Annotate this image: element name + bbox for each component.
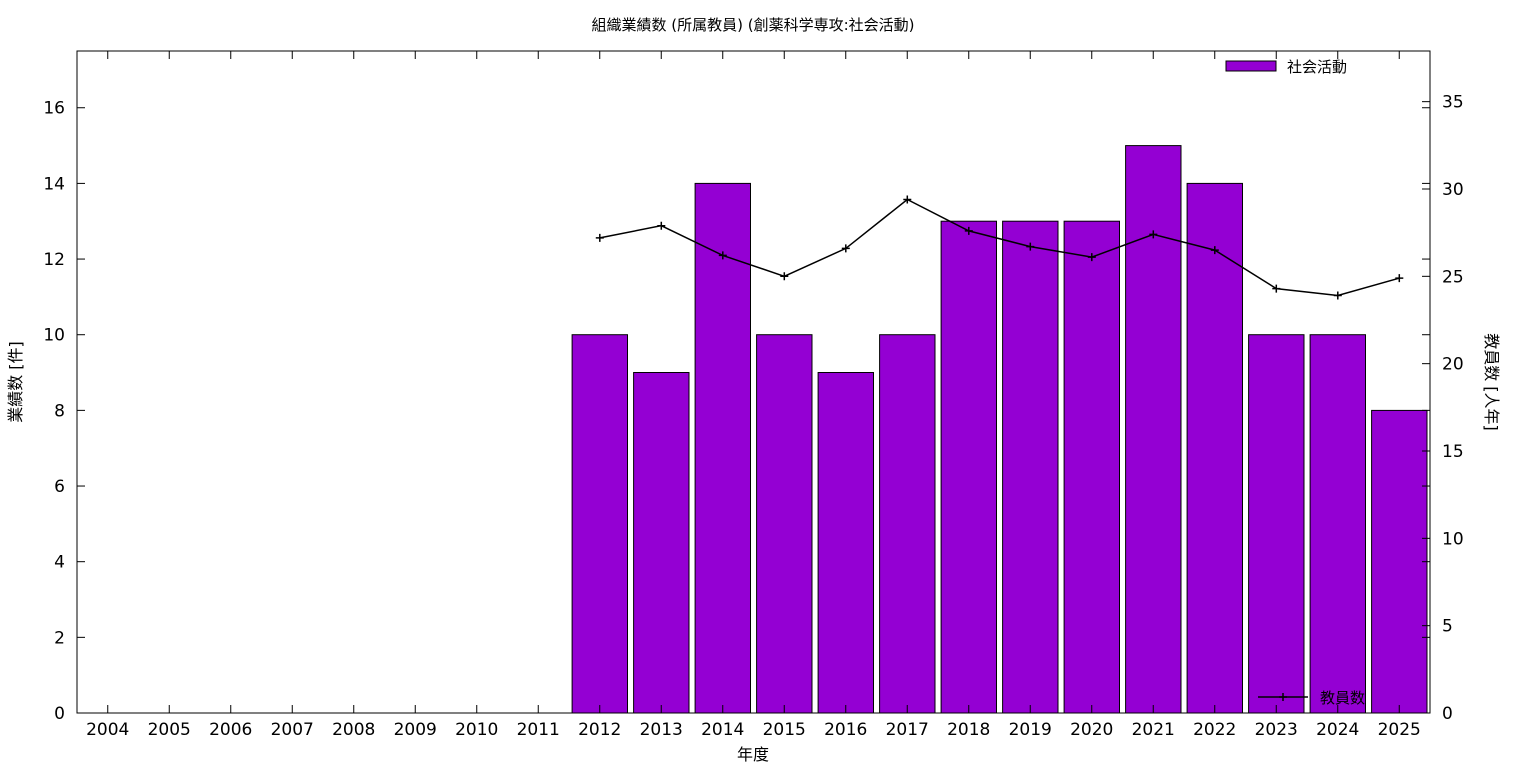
point-2012 xyxy=(595,233,604,242)
xtick-label-2019: 2019 xyxy=(1009,720,1052,740)
bar-2024 xyxy=(1309,334,1366,714)
bar-2025 xyxy=(1371,409,1428,714)
ytick-label-16: 16 xyxy=(43,99,65,119)
xtick-label-2007: 2007 xyxy=(271,720,314,740)
y2-axis-title: 教員数 [人年] xyxy=(1482,333,1501,431)
xtick-label-2009: 2009 xyxy=(394,720,437,740)
xtick-label-2013: 2013 xyxy=(640,720,683,740)
xtick-label-2024: 2024 xyxy=(1316,720,1359,740)
ytick-label-6: 6 xyxy=(54,477,65,497)
point-2014 xyxy=(718,251,727,260)
point-2025 xyxy=(1395,274,1404,283)
y2tick-label-10: 10 xyxy=(1442,529,1464,549)
y2tick-label-30: 30 xyxy=(1442,180,1464,200)
xtick-label-2025: 2025 xyxy=(1378,720,1421,740)
xtick-label-2017: 2017 xyxy=(886,720,929,740)
point-2017 xyxy=(903,195,912,204)
legend-bar-label: 社会活動 xyxy=(1287,58,1347,76)
xtick-label-2008: 2008 xyxy=(332,720,375,740)
xtick-label-2016: 2016 xyxy=(824,720,867,740)
line-layer xyxy=(595,195,1404,300)
ytick-label-8: 8 xyxy=(54,401,65,421)
bar-2012 xyxy=(571,334,628,714)
xtick-label-2010: 2010 xyxy=(455,720,498,740)
xtick-label-2020: 2020 xyxy=(1070,720,1113,740)
point-2024 xyxy=(1333,291,1342,300)
xtick-label-2014: 2014 xyxy=(701,720,744,740)
xtick-label-2021: 2021 xyxy=(1132,720,1175,740)
point-2015 xyxy=(780,272,789,281)
ytick-label-14: 14 xyxy=(43,174,65,194)
xtick-label-2011: 2011 xyxy=(517,720,560,740)
xtick-label-2022: 2022 xyxy=(1193,720,1236,740)
ytick-label-2: 2 xyxy=(54,628,65,648)
x-axis-title: 年度 xyxy=(737,745,769,764)
chart-title: 組織業績数 (所属教員) (創薬科学専攻:社会活動) xyxy=(591,16,914,34)
point-2018 xyxy=(964,226,973,235)
point-2022 xyxy=(1210,246,1219,255)
xtick-label-2018: 2018 xyxy=(947,720,990,740)
ytick-label-10: 10 xyxy=(43,326,65,346)
point-2021 xyxy=(1149,230,1158,239)
point-2019 xyxy=(1026,242,1035,251)
plot-frame xyxy=(76,50,1431,714)
ytick-label-4: 4 xyxy=(54,553,65,573)
bar-2013 xyxy=(633,372,690,714)
bar-2023 xyxy=(1248,334,1305,714)
legend-line-marker xyxy=(1279,693,1287,701)
bar-2020 xyxy=(1063,220,1120,714)
y2tick-label-25: 25 xyxy=(1442,267,1464,287)
point-2013 xyxy=(657,221,666,230)
legend-bar-swatch xyxy=(1225,60,1277,72)
y2tick-label-0: 0 xyxy=(1442,704,1453,724)
y2tick-label-5: 5 xyxy=(1442,617,1453,637)
legend-bars: 社会活動 xyxy=(1225,58,1347,76)
ytick-label-12: 12 xyxy=(43,250,65,270)
bar-2021 xyxy=(1125,145,1182,714)
line-教員数 xyxy=(599,198,1400,297)
xtick-label-2023: 2023 xyxy=(1255,720,1298,740)
bar-2015 xyxy=(756,334,813,714)
y-axis-title: 業績数 [件] xyxy=(6,341,25,423)
ytick-label-0: 0 xyxy=(54,704,65,724)
y2tick-label-20: 20 xyxy=(1442,355,1464,375)
bar-2019 xyxy=(1002,220,1059,714)
y2tick-label-35: 35 xyxy=(1442,93,1464,113)
bar-2014 xyxy=(694,182,751,714)
bars-layer xyxy=(571,145,1428,714)
point-2016 xyxy=(841,244,850,253)
xtick-label-2015: 2015 xyxy=(763,720,806,740)
bar-2016 xyxy=(817,372,874,714)
legend-line: 教員数 xyxy=(1258,689,1365,707)
point-2020 xyxy=(1087,253,1096,262)
xtick-label-2005: 2005 xyxy=(148,720,191,740)
bar-2022 xyxy=(1186,182,1243,714)
y2tick-label-15: 15 xyxy=(1442,442,1464,462)
xtick-label-2006: 2006 xyxy=(209,720,252,740)
bar-2018 xyxy=(940,220,997,714)
xtick-label-2004: 2004 xyxy=(86,720,129,740)
bar-2017 xyxy=(879,334,936,714)
legend-line-label: 教員数 xyxy=(1320,689,1365,707)
point-2023 xyxy=(1272,284,1281,293)
xtick-label-2012: 2012 xyxy=(578,720,621,740)
